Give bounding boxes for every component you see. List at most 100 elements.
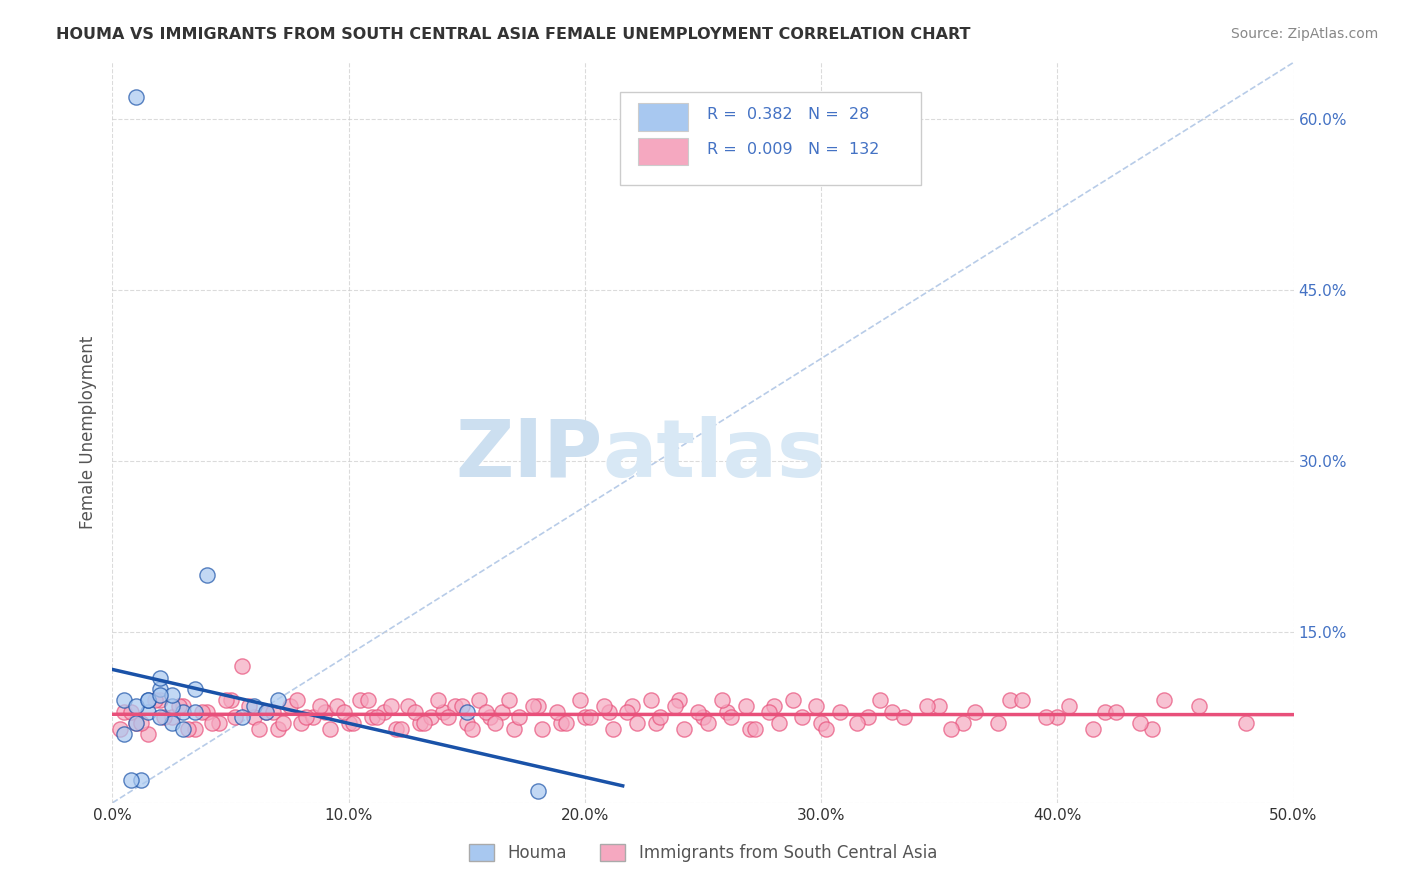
Point (302, 710, 325, 724)
Point (574, 710, 596, 724)
Point (696, 716, 718, 731)
Point (491, 705, 513, 719)
Point (380, 698, 402, 713)
Point (1140, 722, 1163, 736)
Point (828, 705, 851, 719)
Point (129, 772, 152, 787)
Point (762, 698, 785, 713)
Point (451, 698, 474, 713)
Point (928, 698, 950, 713)
Point (184, 681, 207, 696)
Point (1234, 716, 1257, 731)
Point (290, 716, 312, 731)
Point (1094, 705, 1116, 719)
Point (598, 705, 620, 719)
Point (917, 698, 939, 713)
Point (814, 722, 837, 736)
Point (309, 698, 332, 713)
Point (285, 693, 308, 707)
Point (998, 693, 1021, 707)
Point (427, 693, 450, 707)
Point (404, 705, 426, 719)
Point (278, 698, 301, 713)
Point (531, 722, 554, 736)
Legend: Houma, Immigrants from South Central Asia: Houma, Immigrants from South Central Asi… (463, 837, 943, 869)
Point (768, 716, 790, 731)
Point (413, 716, 436, 731)
Point (526, 698, 548, 713)
Point (408, 716, 430, 731)
Point (880, 705, 903, 719)
Point (172, 722, 194, 736)
Point (467, 693, 489, 707)
Point (314, 705, 336, 719)
Point (125, 716, 148, 731)
Point (136, 705, 159, 719)
Point (420, 710, 443, 724)
Point (167, 698, 190, 713)
Point (1046, 710, 1069, 724)
Point (247, 722, 270, 736)
Point (195, 705, 218, 719)
Point (650, 710, 672, 724)
Point (149, 688, 172, 702)
Point (231, 710, 253, 724)
Point (160, 688, 183, 702)
Point (153, 710, 176, 724)
Point (373, 705, 395, 719)
Point (673, 722, 696, 736)
Point (112, 705, 135, 719)
Point (668, 693, 690, 707)
Point (129, 716, 152, 731)
Point (1011, 693, 1033, 707)
Point (143, 693, 166, 707)
Point (546, 705, 568, 719)
Point (484, 716, 506, 731)
Point (1129, 716, 1152, 731)
Point (172, 705, 194, 719)
Point (578, 710, 600, 724)
Point (592, 698, 614, 713)
Point (626, 716, 648, 731)
Point (136, 693, 159, 707)
Point (326, 698, 349, 713)
FancyBboxPatch shape (638, 103, 688, 130)
Point (432, 705, 454, 719)
Point (503, 722, 526, 736)
Point (366, 710, 388, 724)
Point (262, 705, 284, 719)
Point (526, 784, 548, 798)
Point (734, 698, 756, 713)
Point (720, 710, 742, 724)
Point (184, 705, 207, 719)
Point (640, 693, 662, 707)
Point (1035, 710, 1057, 724)
Point (160, 716, 183, 731)
Point (952, 716, 974, 731)
Point (120, 705, 142, 719)
Point (396, 698, 419, 713)
Point (644, 716, 666, 731)
Point (361, 710, 384, 724)
Point (1153, 693, 1175, 707)
Point (136, 693, 159, 707)
Point (792, 710, 814, 724)
Point (1188, 698, 1211, 713)
Point (806, 698, 828, 713)
Point (456, 705, 478, 719)
Point (744, 722, 766, 736)
Point (112, 727, 135, 741)
Point (569, 693, 592, 707)
Point (125, 698, 148, 713)
Point (389, 722, 412, 736)
Text: HOUMA VS IMMIGRANTS FROM SOUTH CENTRAL ASIA FEMALE UNEMPLOYMENT CORRELATION CHAR: HOUMA VS IMMIGRANTS FROM SOUTH CENTRAL A… (56, 27, 970, 42)
Point (120, 772, 142, 787)
Point (356, 693, 378, 707)
Text: atlas: atlas (603, 416, 825, 494)
Point (474, 705, 496, 719)
Point (810, 716, 832, 731)
Point (987, 716, 1010, 731)
Point (710, 693, 733, 707)
Point (385, 722, 408, 736)
Point (319, 722, 342, 736)
